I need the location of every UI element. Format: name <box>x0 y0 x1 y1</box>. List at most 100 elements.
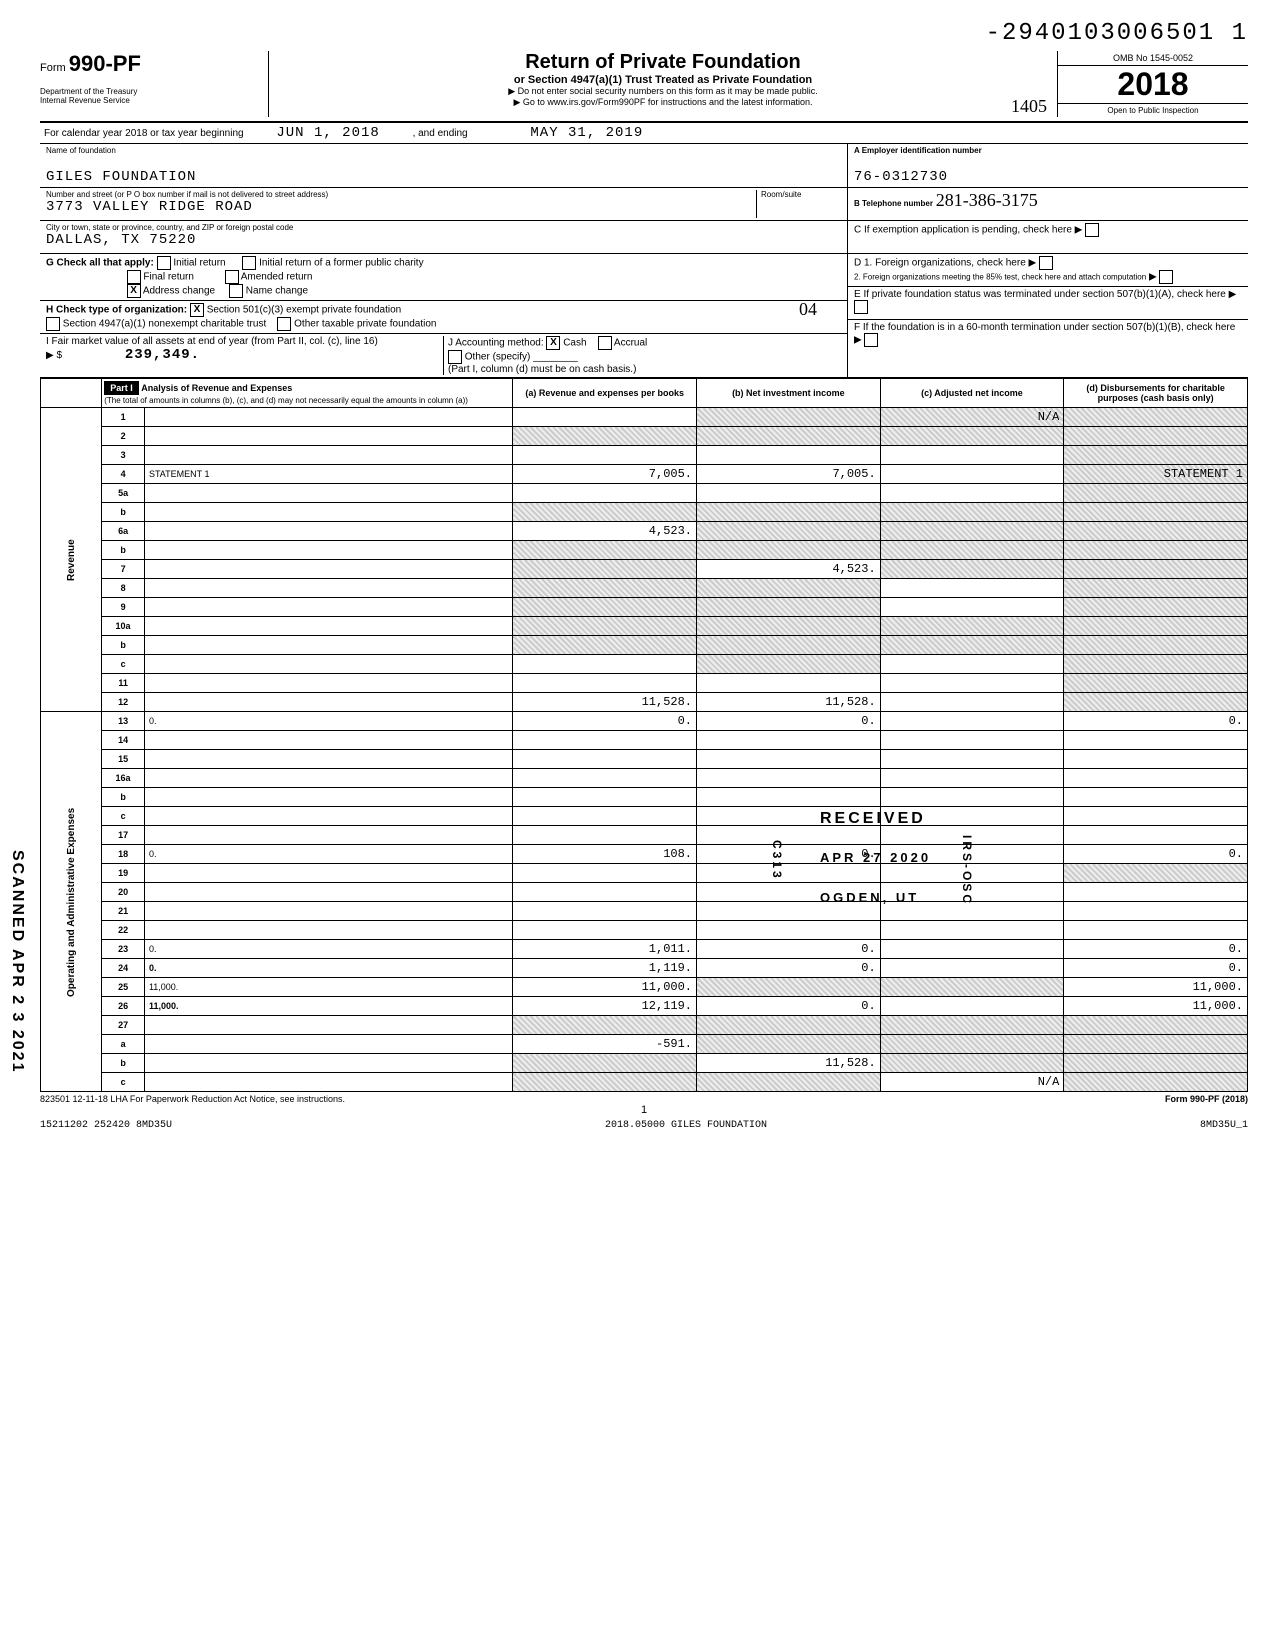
cell-a <box>513 788 697 807</box>
dept-label: Department of the Treasury Internal Reve… <box>40 87 260 105</box>
cell-c <box>880 1016 1064 1035</box>
row-desc <box>144 522 512 541</box>
stamp-date: APR 27 2020 <box>820 850 931 865</box>
cell-a <box>513 864 697 883</box>
cell-a: 4,523. <box>513 522 697 541</box>
cell-b: 11,528. <box>697 693 881 712</box>
checkbox-d2[interactable] <box>1159 270 1173 284</box>
table-row: b <box>41 503 1248 522</box>
row-num: 4 <box>102 465 145 484</box>
row-num: 22 <box>102 921 145 940</box>
cell-c: N/A <box>880 408 1064 427</box>
cell-d: 11,000. <box>1064 997 1248 1016</box>
row-num: 11 <box>102 674 145 693</box>
row-desc <box>144 560 512 579</box>
row-desc: 0. <box>144 959 512 978</box>
cell-a <box>513 826 697 845</box>
checkbox-other-tax[interactable] <box>277 317 291 331</box>
checkbox-501c3[interactable]: X <box>190 303 204 317</box>
checkbox-amended[interactable] <box>225 270 239 284</box>
row-desc <box>144 1073 512 1092</box>
tel-label: B Telephone number <box>854 199 933 208</box>
checkbox-initial-former[interactable] <box>242 256 256 270</box>
row-num: 14 <box>102 731 145 750</box>
table-row: 9 <box>41 598 1248 617</box>
cell-a <box>513 503 697 522</box>
row-num: 12 <box>102 693 145 712</box>
row-num: 10a <box>102 617 145 636</box>
h-opt-2: Other taxable private foundation <box>294 319 436 330</box>
cell-b <box>697 446 881 465</box>
row-desc <box>144 617 512 636</box>
cell-d <box>1064 864 1248 883</box>
checkbox-address[interactable]: X <box>127 284 141 298</box>
cell-c <box>880 712 1064 731</box>
checkbox-accrual[interactable] <box>598 336 612 350</box>
room-label: Room/suite <box>761 190 841 199</box>
cell-d <box>1064 636 1248 655</box>
stamp-loc: OGDEN, UT <box>820 890 919 905</box>
cell-d <box>1064 446 1248 465</box>
form-note2: ▶ Go to www.irs.gov/Form990PF for instru… <box>279 97 1047 108</box>
row-desc <box>144 427 512 446</box>
checkbox-name[interactable] <box>229 284 243 298</box>
checkbox-c[interactable] <box>1085 223 1099 237</box>
cell-a <box>513 731 697 750</box>
checkbox-final[interactable] <box>127 270 141 284</box>
cell-b <box>697 636 881 655</box>
cell-b <box>697 1035 881 1054</box>
cell-b <box>697 788 881 807</box>
checkbox-other-method[interactable] <box>448 350 462 364</box>
col-c-header: (c) Adjusted net income <box>880 379 1064 408</box>
period-end: MAY 31, 2019 <box>530 125 643 141</box>
ein-value: 76-0312730 <box>854 169 1242 185</box>
cell-b <box>697 1073 881 1092</box>
col-d-header: (d) Disbursements for charitable purpose… <box>1064 379 1248 408</box>
checkbox-e[interactable] <box>854 300 868 314</box>
checkbox-d1[interactable] <box>1039 256 1053 270</box>
table-row: 16a <box>41 769 1248 788</box>
form-title: Return of Private Foundation <box>279 51 1047 74</box>
cell-a <box>513 560 697 579</box>
cell-c <box>880 1054 1064 1073</box>
row-num: 27 <box>102 1016 145 1035</box>
cell-a <box>513 655 697 674</box>
cell-c <box>880 655 1064 674</box>
side-revenue-label: Revenue <box>41 408 102 712</box>
cell-d <box>1064 693 1248 712</box>
cell-c <box>880 579 1064 598</box>
checkbox-initial[interactable] <box>157 256 171 270</box>
row-desc <box>144 503 512 522</box>
cell-a <box>513 636 697 655</box>
j-cash: Cash <box>563 338 586 349</box>
cell-d <box>1064 1073 1248 1092</box>
cell-b: 0. <box>697 712 881 731</box>
cell-d <box>1064 579 1248 598</box>
row-desc: 0. <box>144 845 512 864</box>
cell-b <box>697 522 881 541</box>
checkbox-4947[interactable] <box>46 317 60 331</box>
checkbox-cash[interactable]: X <box>546 336 560 350</box>
cell-b <box>697 674 881 693</box>
checkbox-f[interactable] <box>864 333 878 347</box>
row-num: 19 <box>102 864 145 883</box>
g-opt-3: Amended return <box>241 272 313 283</box>
row-desc <box>144 807 512 826</box>
cell-a: -591. <box>513 1035 697 1054</box>
box-d1: D 1. Foreign organizations, check here <box>854 258 1026 269</box>
part1-header: Analysis of Revenue and Expenses <box>141 383 292 393</box>
row-num: 24 <box>102 959 145 978</box>
tel-value: 281-386-3175 <box>936 190 1038 210</box>
table-row: c <box>41 807 1248 826</box>
row-desc: 0. <box>144 712 512 731</box>
cell-c: N/A <box>880 1073 1064 1092</box>
g-opt-4: Address change <box>143 286 215 297</box>
row-desc <box>144 902 512 921</box>
cell-b <box>697 503 881 522</box>
cell-a: 11,528. <box>513 693 697 712</box>
table-row: 15 <box>41 750 1248 769</box>
hand-note-04: 04 <box>799 299 817 320</box>
table-row: c <box>41 655 1248 674</box>
cell-d <box>1064 1035 1248 1054</box>
cell-d <box>1064 1054 1248 1073</box>
